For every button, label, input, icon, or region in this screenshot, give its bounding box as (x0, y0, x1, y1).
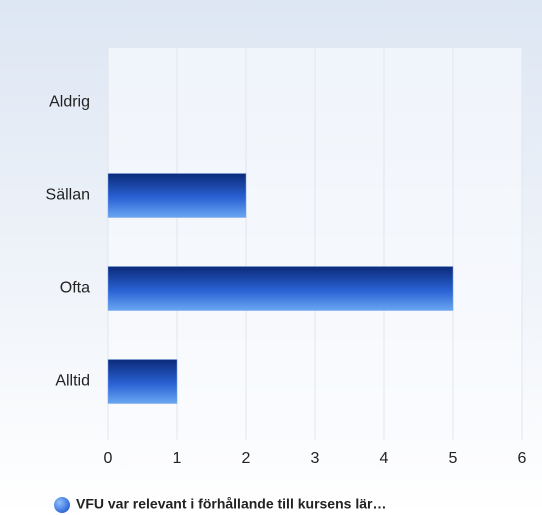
legend-marker (54, 497, 70, 513)
x-tick-label: 2 (242, 450, 251, 467)
x-tick-label: 0 (104, 450, 113, 467)
x-tick-label: 3 (311, 450, 320, 467)
y-tick-label: Alltid (55, 373, 90, 390)
x-tick-label: 5 (449, 450, 458, 467)
bar (107, 173, 247, 218)
x-tick-label: 6 (518, 450, 527, 467)
bar (107, 266, 454, 311)
y-tick-label: Ofta (60, 280, 90, 297)
x-tick-label: 1 (173, 450, 182, 467)
legend-text: VFU var relevant i förhållande till kurs… (76, 496, 386, 512)
x-tick-label: 4 (380, 450, 389, 467)
y-tick-label: Aldrig (49, 94, 90, 111)
bar (107, 359, 178, 404)
y-tick-label: Sällan (46, 187, 90, 204)
